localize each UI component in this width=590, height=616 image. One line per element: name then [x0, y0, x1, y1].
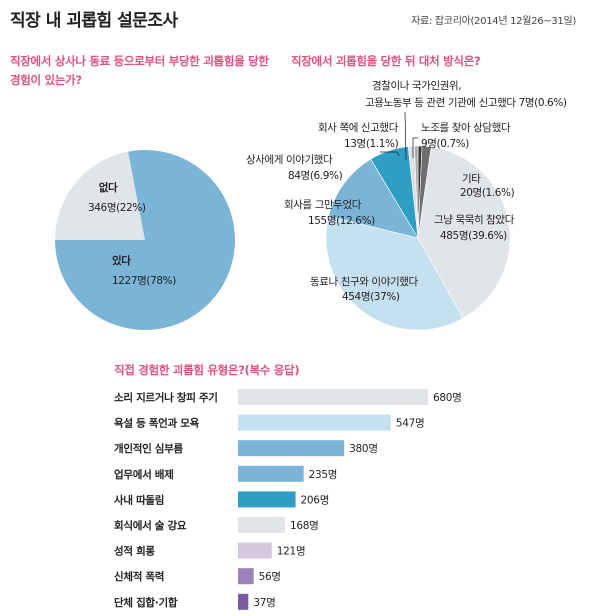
bar-category-label: 회식에서 술 강요 [114, 519, 187, 532]
bar-category-label: 욕설 등 폭언과 모욕 [114, 417, 200, 430]
pie1-slice-no [55, 151, 145, 240]
pie2-leader-company [380, 151, 400, 157]
bar-4 [238, 465, 304, 482]
bar-value-label: 235명 [309, 469, 338, 481]
pie2-label-endured-value: 485명(39.6%) [440, 230, 507, 242]
bar-1 [238, 389, 428, 405]
pie2-label-other-name: 기타 [462, 173, 481, 185]
bar-category-label: 업무에서 배제 [114, 468, 174, 481]
bar-8 [238, 568, 254, 585]
pie1-label-yes-name: 있다 [112, 254, 131, 267]
pie2-label-company-value: 13명(1.1%) [344, 138, 399, 150]
bar-7 [238, 542, 272, 559]
bar-value-label: 380명 [349, 443, 378, 455]
question-2: 직장에서 괴롭힘을 당한 뒤 대처 방식은? [291, 54, 481, 68]
pie1-label-yes-value: 1227명(78%) [112, 275, 176, 287]
bar-category-label: 개인적인 심부름 [114, 442, 184, 455]
pie2-label-other-value: 20명(1.6%) [460, 187, 515, 199]
pie2-leader-police [404, 111, 407, 161]
pie2-slice-colleague [325, 215, 464, 331]
pie2-leader-union [412, 137, 418, 158]
pie1-label-no-name: 없다 [99, 181, 118, 194]
question-3: 직접 경험한 괴롭힘 유형은?(복수 응답) [114, 363, 300, 377]
bar-5 [238, 491, 296, 508]
bar-value-label: 121명 [277, 546, 306, 558]
pie2-label-quit-name: 회사를 그만두었다 [284, 199, 362, 211]
bar-value-label: 168명 [290, 520, 319, 532]
bar-category-label: 신체적 폭력 [114, 570, 164, 583]
pie2-label-colleague-name: 동료나 친구와 이야기했다 [310, 275, 418, 288]
pie2-label-police-name-1: 경찰이나 국가인권위, [372, 79, 461, 92]
bar-category-label: 단체 집합·기합 [114, 596, 178, 609]
pie2-slice-quit [328, 158, 419, 239]
pie2-label-police-name-2: 고용노동부 등 관련 기관에 신고했다 7명(0.6%) [365, 97, 567, 109]
pie1-slice-yes [55, 150, 235, 330]
bar-6 [238, 517, 285, 533]
bar-3 [238, 440, 345, 457]
source-note: 자료: 잡코리아(2014년 12월26~31일) [411, 16, 576, 27]
pie2-label-quit-value: 155명(12.6%) [308, 215, 375, 227]
bar-value-label: 56명 [259, 571, 281, 583]
question-1: 직장에서 상사나 동료 등으로부터 부당한 괴롭힘을 당한 경험이 있는가? [10, 54, 269, 87]
pie2-label-endured-name: 그냥 묵묵히 참았다 [434, 214, 515, 226]
pie2-label-company-name: 회사 쪽에 신고했다 [318, 122, 399, 134]
pie1-label-no-value: 346명(22%) [88, 202, 146, 214]
bar-category-label: 사내 따돌림 [114, 493, 164, 506]
pie2-label-colleague-value: 454명(37%) [342, 291, 400, 303]
pie2-label-superior-value: 84명(6.9%) [288, 170, 343, 182]
bar-2 [238, 414, 391, 431]
bar-value-label: 547명 [396, 418, 425, 430]
bar-category-label: 성적 희롱 [114, 545, 155, 558]
pie2-label-union-name: 노조를 찾아 상담했다 [421, 122, 511, 134]
bar-9 [238, 593, 249, 610]
bar-value-label: 206명 [301, 494, 330, 506]
pie2-slice-endured [417, 146, 511, 319]
bar-value-label: 37명 [253, 597, 275, 609]
bar-category-label: 소리 지르거나 창피 주기 [114, 391, 218, 404]
page-title: 직장 내 괴롭힘 설문조사 [10, 11, 178, 31]
pie2-label-superior-name: 상사에게 이야기했다 [246, 153, 333, 166]
pie2-slice-police [414, 145, 419, 239]
bar-value-label: 680명 [433, 392, 462, 404]
pie2-label-union-value: 9명(0.7%) [421, 138, 469, 150]
